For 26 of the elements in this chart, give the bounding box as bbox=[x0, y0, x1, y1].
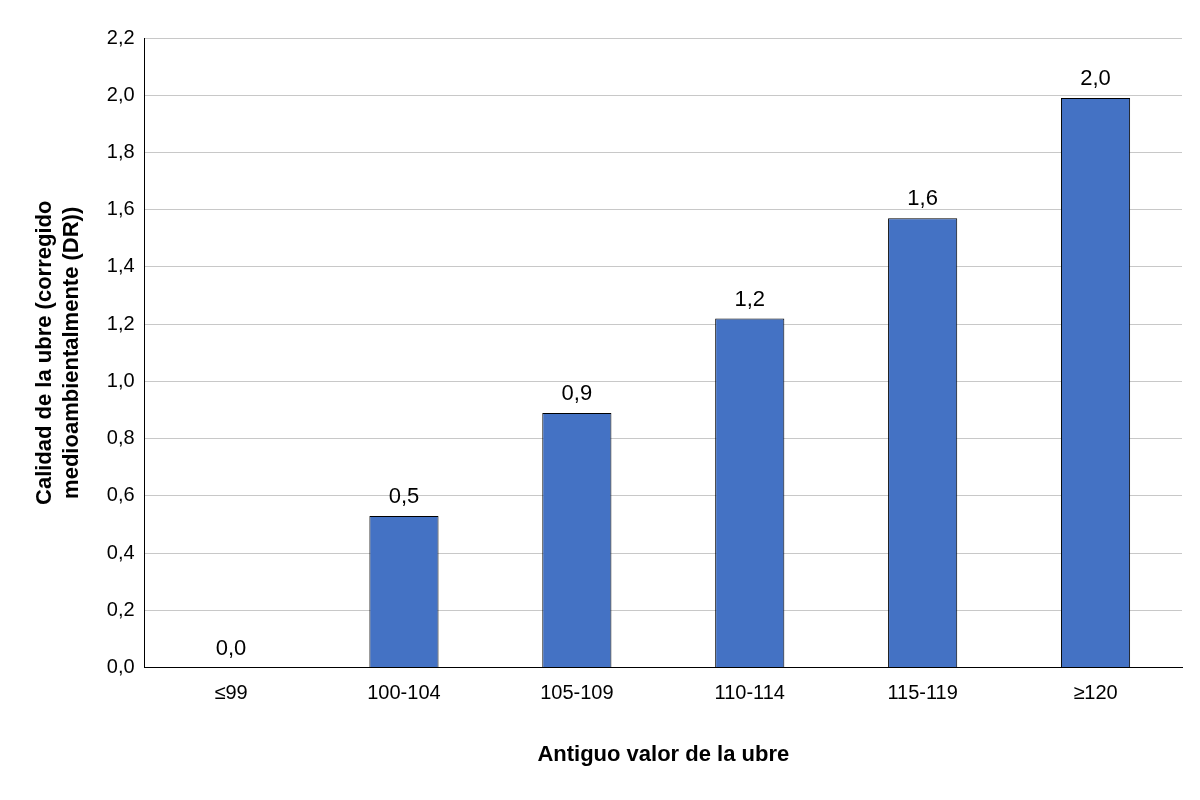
data-label: 0,0 bbox=[215, 634, 247, 660]
y-tick-label: 0,0 bbox=[106, 655, 135, 678]
y-tick-label: 1,2 bbox=[106, 311, 135, 334]
y-tick-label: 1,0 bbox=[106, 368, 135, 391]
y-tick-label: 2,2 bbox=[106, 25, 135, 48]
data-label: 1,2 bbox=[734, 285, 766, 311]
data-label: 0,9 bbox=[561, 379, 593, 405]
x-tick-label: 115-119 bbox=[887, 681, 958, 704]
y-axis-title: Calidad de la ubre (corregido medioambientalmente (DR)) bbox=[31, 200, 83, 505]
data-label: 0,5 bbox=[388, 482, 420, 508]
x-tick-label: ≤99 bbox=[214, 681, 248, 704]
y-tick-label: 1,4 bbox=[106, 254, 135, 277]
data-label: 2,0 bbox=[1080, 65, 1111, 91]
y-tick-label: 1,8 bbox=[106, 139, 135, 162]
x-tick-label: 105-109 bbox=[540, 681, 614, 704]
y-tick-label: 0,8 bbox=[106, 426, 135, 449]
x-tick-label: 100-104 bbox=[367, 681, 441, 704]
y-tick-label: 0,2 bbox=[106, 597, 135, 620]
x-tick-label: 110-114 bbox=[714, 681, 785, 704]
y-tick-label: 0,4 bbox=[106, 540, 135, 563]
y-tick-label: 2,0 bbox=[106, 82, 135, 105]
y-tick-label: 0,6 bbox=[106, 483, 135, 506]
x-axis-title: Antiguo valor de la ubre bbox=[537, 740, 790, 766]
y-tick-label: 1,6 bbox=[106, 197, 135, 220]
data-label: 1,6 bbox=[907, 185, 938, 211]
x-tick-label: ≥120 bbox=[1073, 681, 1118, 704]
